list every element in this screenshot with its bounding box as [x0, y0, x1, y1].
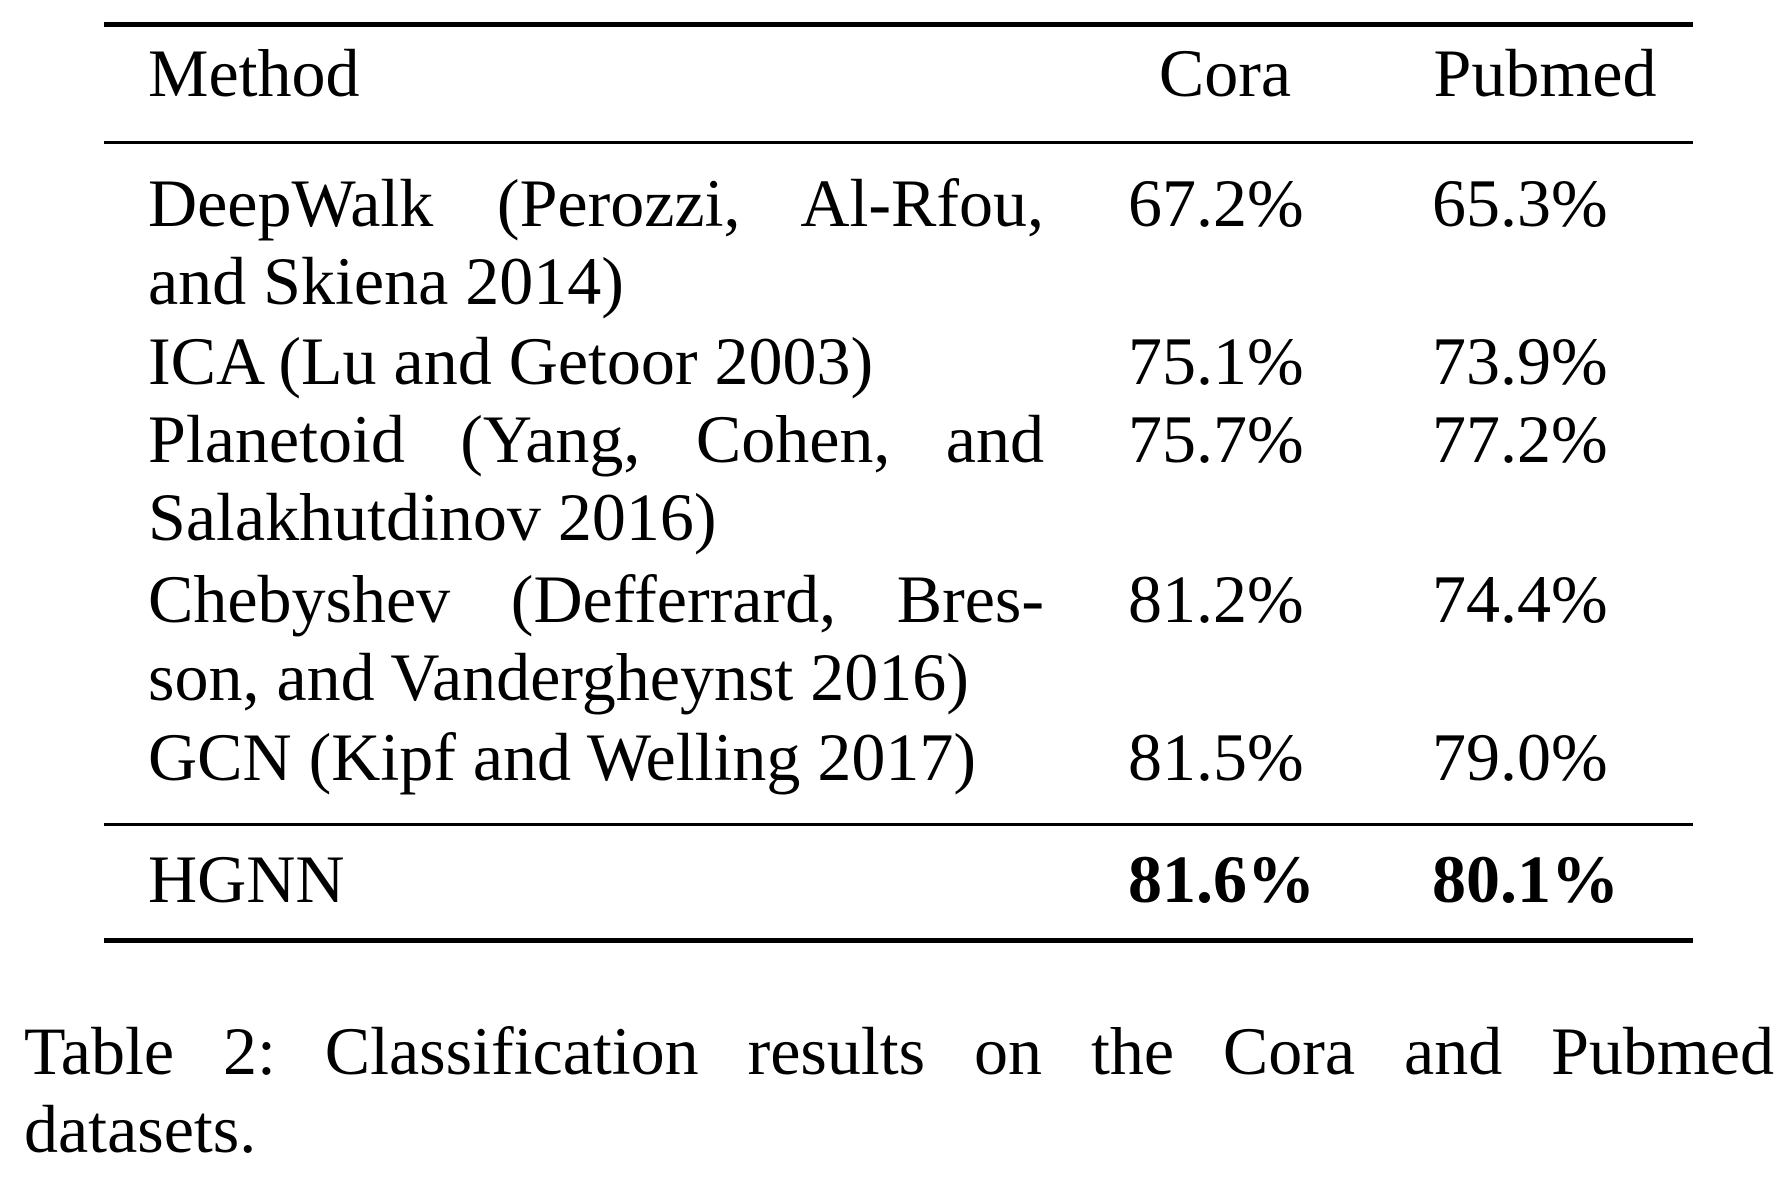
- table-bottom-rule: [104, 938, 1693, 943]
- table-row-method: GCN (Kipf and Welling 2017): [148, 718, 1044, 796]
- table-header-rule: [104, 141, 1693, 144]
- method-line: Chebyshev (Defferrard, Bres-: [148, 561, 1044, 637]
- method-line: GCN (Kipf and Welling 2017): [148, 719, 977, 795]
- method-line: son, and Vandergheynst 2016): [148, 639, 969, 715]
- pubmed-value: 74.4%: [1432, 561, 1608, 637]
- header-method: Method: [148, 34, 1044, 112]
- header-cora: Cora: [1158, 35, 1292, 111]
- cora-value: 67.2%: [1128, 165, 1304, 241]
- table-separator-rule: [104, 823, 1693, 826]
- caption-line: Table 2: Classification results on the C…: [24, 1013, 1774, 1089]
- table-caption: Table 2: Classification results on the C…: [24, 1012, 1774, 1168]
- table-row-method: Planetoid (Yang, Cohen, and Salakhutdino…: [148, 400, 1044, 556]
- cora-value: 81.5%: [1128, 719, 1304, 795]
- cora-value: 81.2%: [1128, 561, 1304, 637]
- method-line: and Skiena 2014): [148, 243, 624, 319]
- table-row-method: DeepWalk (Perozzi, Al-Rfou, and Skiena 2…: [148, 164, 1044, 320]
- method-line: DeepWalk (Perozzi, Al-Rfou,: [148, 165, 1044, 241]
- cora-value-best: 81.6%: [1128, 841, 1315, 917]
- method-line: Salakhutdinov 2016): [148, 479, 717, 555]
- pubmed-value: 79.0%: [1432, 719, 1608, 795]
- cora-value: 75.7%: [1128, 401, 1304, 477]
- method-line: ICA (Lu and Getoor 2003): [148, 323, 874, 399]
- table-row-method: Chebyshev (Defferrard, Bres- son, and Va…: [148, 560, 1044, 716]
- header-pubmed: Pubmed: [1433, 35, 1657, 111]
- pubmed-value: 73.9%: [1432, 323, 1608, 399]
- table-row-method-hgnn: HGNN: [148, 840, 1044, 918]
- table-row-method: ICA (Lu and Getoor 2003): [148, 322, 1044, 400]
- header-method-label: Method: [148, 35, 360, 111]
- cora-value: 75.1%: [1128, 323, 1304, 399]
- pubmed-value-best: 80.1%: [1432, 841, 1619, 917]
- caption-line: datasets.: [24, 1091, 257, 1167]
- pubmed-value: 77.2%: [1432, 401, 1608, 477]
- pubmed-value: 65.3%: [1432, 165, 1608, 241]
- method-line: Planetoid (Yang, Cohen, and: [148, 401, 1044, 477]
- table-top-rule: [104, 22, 1693, 27]
- method-line: HGNN: [148, 841, 345, 917]
